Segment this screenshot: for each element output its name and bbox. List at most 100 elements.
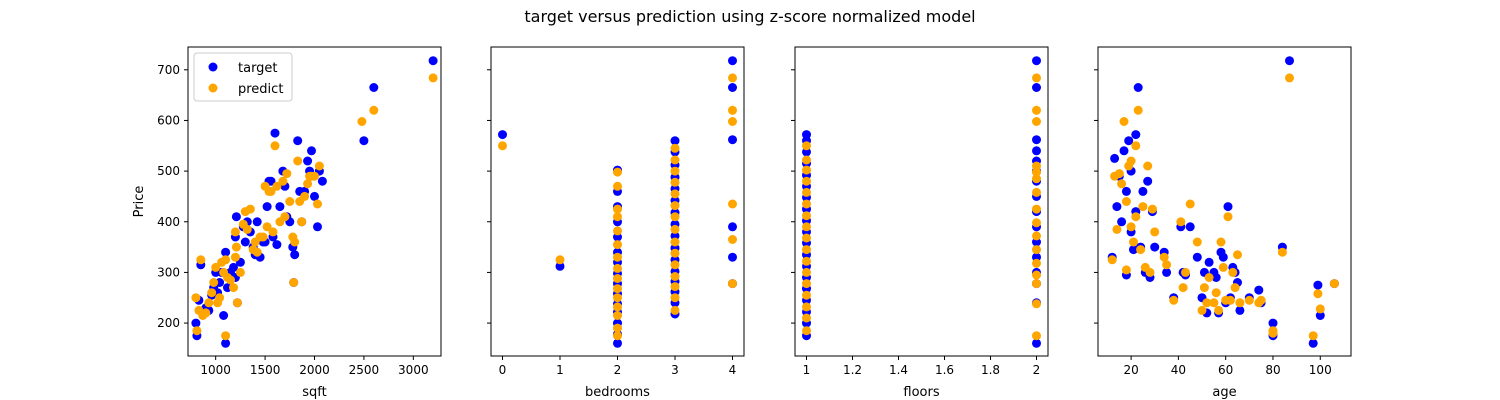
predict-point	[1178, 283, 1188, 293]
target-point	[369, 83, 379, 92]
target-point	[555, 261, 565, 271]
predict-point	[272, 181, 282, 191]
y-tick-label: 600	[157, 113, 180, 127]
predict-point	[1315, 304, 1325, 314]
predict-point	[670, 143, 680, 153]
target-point	[313, 222, 322, 232]
predict-point	[1181, 267, 1190, 277]
target-point	[428, 56, 438, 66]
predict-point	[1032, 218, 1041, 228]
predict-point	[207, 288, 217, 298]
predict-point	[221, 255, 231, 265]
predict-point	[802, 187, 811, 197]
predict-point	[1129, 237, 1138, 247]
target-point	[728, 135, 737, 145]
target-point	[728, 222, 737, 232]
target-point	[1204, 257, 1214, 267]
predict-point	[1159, 252, 1169, 262]
target-point	[1285, 56, 1294, 66]
target-point	[307, 146, 316, 156]
predict-point	[1244, 295, 1254, 305]
target-point	[1143, 176, 1153, 186]
predict-point	[1147, 204, 1157, 214]
series-predict-2	[498, 73, 737, 341]
y-tick-label: 700	[157, 63, 180, 77]
predict-point	[613, 323, 622, 333]
predict-point	[670, 189, 680, 199]
predict-point	[1119, 117, 1129, 126]
predict-point	[1112, 224, 1122, 234]
x-tick-label: 40	[1171, 363, 1186, 377]
predict-point	[310, 171, 319, 181]
predict-point	[230, 252, 240, 262]
target-point	[359, 136, 369, 146]
predict-point	[613, 252, 622, 262]
predict-point	[1308, 331, 1318, 341]
predict-point	[802, 326, 811, 336]
predict-point	[1285, 73, 1294, 83]
target-point	[1185, 222, 1195, 232]
predict-point	[802, 211, 811, 221]
target-point	[1235, 305, 1245, 315]
predict-point	[728, 105, 737, 115]
predict-point	[1199, 283, 1209, 293]
target-point	[252, 217, 262, 227]
predict-point	[1032, 174, 1041, 184]
predict-point	[231, 242, 241, 252]
target-point	[1268, 318, 1278, 328]
figure-title: target versus prediction using z-score n…	[524, 7, 975, 26]
target-point	[670, 136, 680, 146]
target-point	[262, 202, 272, 212]
predict-point	[196, 255, 206, 265]
target-point	[317, 176, 327, 186]
predict-point	[613, 226, 622, 236]
target-point	[1112, 202, 1122, 212]
series-predict-1	[191, 73, 438, 341]
predict-point	[1131, 141, 1141, 151]
target-point	[1218, 252, 1228, 262]
target-point	[1032, 338, 1041, 348]
predict-point	[1138, 202, 1148, 212]
predict-point	[670, 166, 680, 176]
x-tick-label: 2	[1033, 363, 1041, 377]
predict-point	[226, 275, 235, 285]
x-tick-label: 0	[499, 363, 507, 377]
predict-point	[613, 331, 622, 341]
x-tick-label: 100	[1309, 363, 1332, 377]
predict-point	[613, 240, 622, 250]
plot-frame	[1097, 46, 1352, 357]
x-tick-label: 2	[614, 363, 622, 377]
target-point	[219, 311, 229, 320]
predict-point	[613, 302, 622, 312]
predict-point	[728, 235, 737, 244]
predict-point	[1329, 279, 1339, 289]
predict-point	[242, 224, 252, 234]
predict-point	[670, 177, 680, 187]
predict-point	[1176, 217, 1186, 227]
predict-point	[802, 141, 811, 151]
series-predict-4	[1107, 73, 1339, 341]
predict-point	[613, 212, 622, 222]
target-point	[1133, 83, 1143, 92]
x-tick-label: 3000	[398, 363, 429, 377]
predict-point	[1133, 105, 1143, 115]
predict-point	[270, 141, 280, 151]
predict-point	[221, 331, 231, 341]
target-point	[270, 128, 280, 138]
target-point	[1162, 267, 1172, 277]
target-point	[231, 212, 241, 222]
target-point	[310, 191, 319, 201]
target-point	[498, 130, 507, 140]
x-axis-label: bedrooms	[585, 385, 650, 400]
target-point	[191, 318, 201, 328]
predict-point	[209, 278, 219, 287]
target-point	[1131, 130, 1141, 140]
predict-point	[802, 233, 811, 243]
predict-point	[613, 167, 622, 177]
predict-point	[1131, 212, 1141, 222]
predict-point	[1218, 262, 1228, 272]
target-point	[1138, 186, 1148, 196]
predict-point	[802, 165, 811, 175]
target-point	[266, 176, 276, 186]
predict-point	[215, 293, 225, 303]
